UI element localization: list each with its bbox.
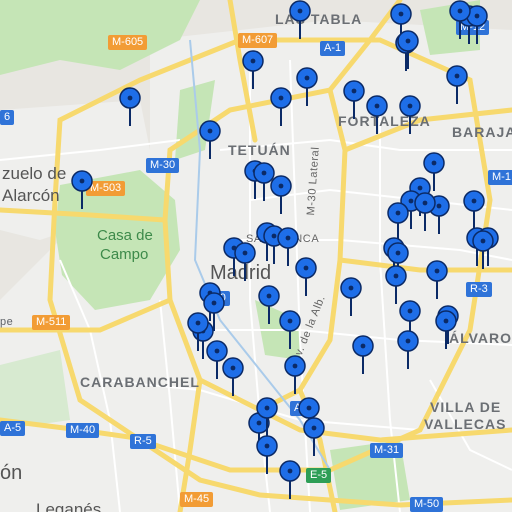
shield-r3: R-3 — [466, 282, 492, 297]
map-pin-icon[interactable] — [70, 170, 93, 210]
shield-a1: A-1 — [320, 41, 346, 56]
map-pin-icon[interactable] — [258, 284, 280, 325]
shield-m6: 6 — [0, 110, 15, 125]
map-pin-icon[interactable] — [449, 0, 471, 40]
label-leganes: Leganés — [36, 500, 102, 512]
park-casa-de-campo — [55, 170, 180, 310]
map-pin-icon[interactable] — [423, 152, 445, 192]
label-campo: Campo — [100, 246, 149, 263]
map-pin-icon[interactable] — [233, 242, 256, 282]
map-pin-icon[interactable] — [256, 434, 279, 475]
map-pin-icon[interactable] — [390, 2, 412, 43]
map-pin-icon[interactable] — [289, 0, 312, 40]
map-pin-icon[interactable] — [221, 357, 244, 397]
map-pin-icon[interactable] — [294, 257, 317, 297]
map-pin-icon[interactable] — [426, 259, 449, 300]
shield-e5: E-5 — [306, 468, 332, 483]
label-vallecas: VALLECAS — [424, 416, 507, 432]
map-pin-icon[interactable] — [256, 397, 279, 437]
label-left-on: ón — [0, 462, 23, 484]
map-pin-icon[interactable] — [435, 309, 457, 350]
map-pin-icon[interactable] — [384, 264, 407, 305]
map-pin-icon[interactable] — [445, 65, 468, 105]
label-las-tablas: LAS TABLA — [275, 11, 363, 27]
label-madrid: Madrid — [210, 262, 272, 284]
map-pin-icon[interactable] — [270, 87, 292, 127]
map-pin-icon[interactable] — [296, 67, 318, 107]
map-pin-icon[interactable] — [284, 354, 306, 395]
label-pozuelo: zuelo de — [2, 164, 67, 183]
map-pin-icon[interactable] — [397, 30, 419, 70]
map-pin-icon[interactable] — [199, 120, 221, 160]
map-pin-icon[interactable] — [253, 162, 275, 202]
map-pin-icon[interactable] — [398, 95, 421, 135]
map-pin-icon[interactable] — [303, 417, 325, 457]
shield-m503: M-503 — [86, 181, 126, 196]
label-villa-de: VILLA DE — [430, 399, 502, 415]
map-pin-icon[interactable] — [242, 50, 265, 90]
map-pin-icon[interactable] — [119, 87, 141, 127]
river-manzanares — [189, 39, 331, 471]
map-pin-icon[interactable] — [365, 95, 388, 135]
map-pin-icon[interactable] — [339, 277, 362, 317]
map-pin-icon[interactable] — [351, 334, 374, 375]
shield-m511: M-511 — [32, 315, 71, 330]
label-alarcon: Alarcón — [2, 186, 60, 205]
shield-m605: M-605 — [108, 35, 148, 50]
label-fortaleza: FORTALEZA — [338, 113, 431, 129]
shield-m45: M-45 — [180, 492, 214, 507]
road-m30 — [162, 87, 348, 413]
shield-m31: M-31 — [370, 443, 404, 458]
map-pin-icon[interactable] — [187, 312, 209, 352]
shield-m607: M-607 — [238, 33, 278, 48]
map-pin-icon[interactable] — [277, 227, 299, 267]
label-left-pe: pe — [0, 316, 14, 328]
label-alvaro: ÁLVARO — [449, 330, 512, 346]
map-pin-icon[interactable] — [202, 292, 225, 332]
map-pin-icon[interactable] — [206, 339, 228, 380]
park-monte-del-pardo — [0, 0, 200, 75]
shield-m11: M-1 — [488, 170, 512, 185]
label-carabanchel: CARABANCHEL — [80, 374, 200, 390]
map-pin-icon[interactable] — [270, 175, 292, 215]
shield-m50: M-50 — [410, 497, 444, 512]
map-pin-icon[interactable] — [471, 229, 494, 270]
map-pin-icon[interactable] — [279, 309, 301, 350]
shield-m40: M-40 — [66, 423, 100, 438]
road-m40 — [47, 37, 493, 473]
map-pin-icon[interactable] — [397, 329, 419, 370]
shield-a5: A-5 — [0, 421, 26, 436]
map-pin-icon[interactable] — [414, 192, 436, 232]
map-pin-icon[interactable] — [386, 202, 409, 242]
map-pin-icon[interactable] — [463, 190, 485, 230]
map-pin-icon[interactable] — [343, 80, 365, 120]
map-pin-icon[interactable] — [279, 459, 301, 500]
label-tetuan: TETUÁN — [228, 142, 291, 158]
label-casa-de: Casa de — [97, 227, 153, 244]
label-barajas: BARAJA — [452, 124, 512, 140]
shield-m30a: M-30 — [146, 158, 180, 173]
shield-r5: R-5 — [130, 434, 156, 449]
